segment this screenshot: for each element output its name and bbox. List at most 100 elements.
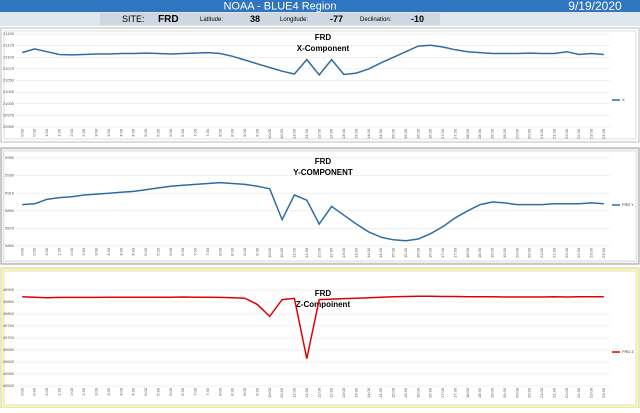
x-tick-label: 16:00 <box>415 387 420 398</box>
x-tick-label: 7:00 <box>193 247 198 256</box>
site-label: SITE: <box>122 14 145 24</box>
x-tick-label: 10:30 <box>279 128 284 139</box>
x-tick-label: 14:30 <box>378 387 383 398</box>
x-tick-label: 6:00 <box>168 128 173 137</box>
x-tick-label: 0:30 <box>32 387 37 396</box>
header-title: NOAA - BLUE4 Region <box>223 0 336 12</box>
y-tick-label: 21150 <box>3 31 15 36</box>
x-tick-label: 17:00 <box>440 128 445 139</box>
y-tick-label: 45850 <box>3 299 15 304</box>
x-tick-label: 14:30 <box>378 128 383 139</box>
chart-title: FRD <box>315 157 332 166</box>
x-tick-label: 10:30 <box>279 387 284 398</box>
x-tick-label: 22:00 <box>564 128 569 139</box>
x-tick-label: 0:00 <box>19 247 24 256</box>
x-tick-label: 7:00 <box>193 387 198 396</box>
x-tick-label: 14:30 <box>378 247 383 258</box>
x-tick-label: 18:00 <box>465 387 470 398</box>
x-tick-label: 14:00 <box>366 247 371 258</box>
x-tick-label: 14:00 <box>366 387 371 398</box>
x-tick-label: 13:30 <box>353 247 358 258</box>
x-tick-label: 6:30 <box>180 128 185 137</box>
x-tick-label: 6:30 <box>180 387 185 396</box>
x-tick-label: 8:30 <box>230 387 235 396</box>
x-tick-label: 16:30 <box>428 128 433 139</box>
y-tick-label: 21100 <box>3 54 15 59</box>
x-tick-label: 17:00 <box>440 387 445 398</box>
x-tick-label: 20:00 <box>514 128 519 139</box>
x-tick-label: 21:00 <box>539 387 544 398</box>
plot-area <box>3 150 637 262</box>
x-tick-label: 19:30 <box>502 247 507 258</box>
x-tick-label: 0:00 <box>19 387 24 396</box>
x-tick-label: 12:30 <box>329 387 334 398</box>
x-tick-label: 22:00 <box>564 247 569 258</box>
latitude: 38 <box>250 14 260 24</box>
x-tick-label: 3:00 <box>94 247 99 256</box>
longitude-label: Longitude: <box>280 17 308 23</box>
x-tick-label: 9:30 <box>254 128 259 137</box>
x-tick-label: 12:30 <box>329 247 334 258</box>
y-tick-label: 20950 <box>3 124 15 129</box>
y-tick-label: 5850 <box>5 243 15 248</box>
x-tick-label: 12:00 <box>316 128 321 139</box>
x-tick-label: 8:00 <box>217 128 222 137</box>
x-tick-label: 5:00 <box>143 247 148 256</box>
x-tick-label: 15:30 <box>403 247 408 258</box>
y-tick-label: 5890 <box>5 208 15 213</box>
x-tick-label: 19:00 <box>490 247 495 258</box>
x-tick-label: 4:30 <box>131 247 136 256</box>
x-tick-label: 1:00 <box>44 247 49 256</box>
x-tick-label: 15:00 <box>391 128 396 139</box>
x-tick-label: 20:30 <box>527 128 532 139</box>
x-tick-label: 21:30 <box>551 128 556 139</box>
x-tick-label: 2:00 <box>69 128 74 137</box>
x-tick-label: 4:30 <box>131 128 136 137</box>
x-tick-label: 5:30 <box>155 128 160 137</box>
y-tick-label: 21050 <box>3 78 15 83</box>
x-tick-label: 4:00 <box>118 128 123 137</box>
x-tick-label: 18:30 <box>477 247 482 258</box>
x-tick-label: 13:30 <box>353 128 358 139</box>
series-line <box>21 44 604 77</box>
site: FRD <box>158 14 179 25</box>
x-tick-label: 13:00 <box>341 247 346 258</box>
y-tick-label: 5910 <box>5 190 15 195</box>
x-tick-label: 20:00 <box>514 247 519 258</box>
x-tick-label: 15:30 <box>403 128 408 139</box>
x-tick-label: 8:00 <box>217 387 222 396</box>
x-tick-label: 19:30 <box>502 128 507 139</box>
x-tick-label: 19:30 <box>502 387 507 398</box>
y-tick-label: 45750 <box>3 323 15 328</box>
x-tick-label: 9:00 <box>242 128 247 137</box>
legend-label: FRD Z <box>622 349 634 354</box>
y-tick-label: 45550 <box>3 371 15 376</box>
plot-area <box>3 30 637 140</box>
x-tick-label: 18:00 <box>465 128 470 139</box>
y-tick-label: 21000 <box>3 101 15 106</box>
declination: -10 <box>411 14 424 24</box>
x-tick-label: 12:30 <box>329 128 334 139</box>
x-tick-label: 2:30 <box>81 247 86 256</box>
x-tick-label: 1:30 <box>56 387 61 396</box>
x-tick-label: 16:00 <box>415 247 420 258</box>
x-tick-label: 6:30 <box>180 247 185 256</box>
y-tick-label: 21025 <box>3 89 15 94</box>
x-tick-label: 17:30 <box>452 387 457 398</box>
x-tick-label: 8:30 <box>230 247 235 256</box>
x-tick-label: 15:00 <box>391 247 396 258</box>
x-tick-label: 23:00 <box>589 247 594 258</box>
y-tick-label: 45800 <box>3 311 15 316</box>
legend-label: FRD Y <box>622 202 634 207</box>
y-tick-label: 45500 <box>3 383 15 388</box>
x-tick-label: 19:00 <box>490 387 495 398</box>
x-tick-label: 3:30 <box>106 247 111 256</box>
x-tick-label: 23:30 <box>601 128 606 139</box>
x-tick-label: 21:00 <box>539 247 544 258</box>
x-tick-label: 22:30 <box>576 128 581 139</box>
x-tick-label: 11:30 <box>304 387 309 397</box>
x-tick-label: 7:30 <box>205 128 210 137</box>
info-box <box>100 13 440 25</box>
y-tick-label: 45700 <box>3 335 15 340</box>
x-tick-label: 18:30 <box>477 128 482 139</box>
